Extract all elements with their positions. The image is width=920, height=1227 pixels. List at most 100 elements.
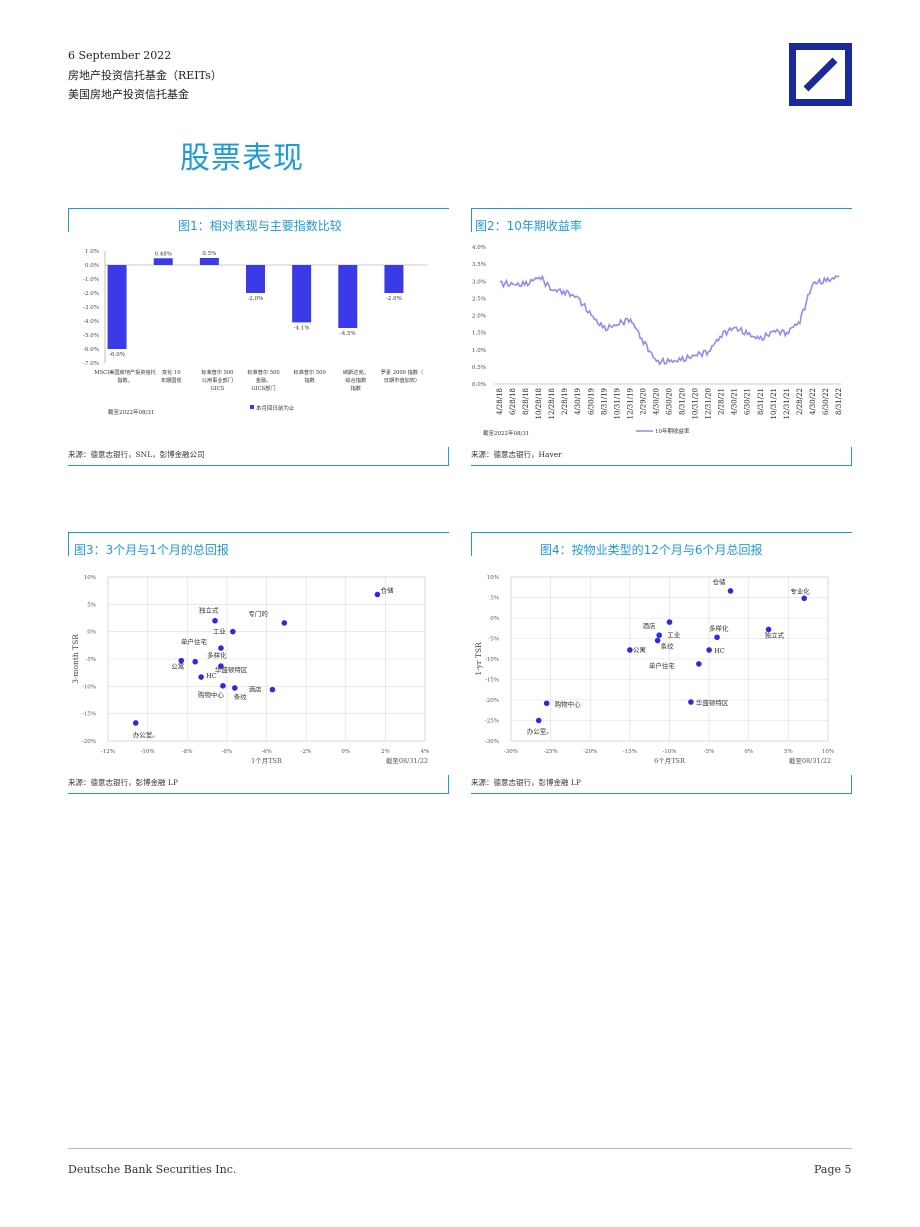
fig2-x-tick: 10/31/21 (770, 388, 778, 419)
fig2-y-tick: 0.0% (472, 382, 486, 388)
fig2-y-tick: 0.5% (472, 365, 486, 371)
fig3-point (218, 645, 224, 651)
fig1-category-label: 日期市值加权） (384, 376, 420, 384)
fig2-x-tick: 6/30/20 (666, 388, 674, 415)
fig2-x-tick: 6/30/19 (587, 388, 595, 415)
fig1-category-label: 金融。 (256, 376, 272, 384)
report-category: 房地产投资信托基金（REITs） (68, 68, 222, 82)
fig1-y-tick: -7.0% (83, 361, 99, 367)
fig3-point (220, 682, 226, 689)
fig4-scatter-chart: -30% -25% -20% -15% -10% -5% 0% 5% 10% 10% 5% 0% -5%… (474, 575, 834, 765)
fig2-x-tick: 4/30/21 (731, 388, 739, 415)
fig1-data-label: 0.48% (154, 251, 171, 257)
fig3-point-label: HC (206, 672, 217, 680)
fig4-y-tick: 0% (490, 616, 499, 622)
fig3-point (218, 663, 224, 669)
fig1-category-label: 纳斯达克。 (343, 368, 369, 376)
fig2-x-tick: 2/28/19 (561, 388, 569, 415)
fig2-x-tick: 6/30/21 (744, 388, 752, 415)
fig2-x-tick: 12/31/19 (626, 388, 634, 419)
fig2-x-tick: 8/31/19 (600, 388, 608, 415)
fig3-y-axis-label: 3-month TSR (71, 634, 80, 684)
fig2-source: 来源：德意志银行，Haver (471, 450, 562, 459)
fig1-bar (153, 258, 173, 265)
fig1-category-label: 指数 (351, 384, 362, 392)
fig1-data-label: -2.0% (248, 296, 264, 302)
fig1-date-note: 截至2022年08/31 (108, 408, 154, 416)
fig3-point (198, 674, 204, 680)
fig3-source: 来源：德意志银行，彭博金融 LP (68, 778, 178, 787)
report-subcategory: 美国房地产投资信托基金 (68, 88, 189, 101)
fig1-category-label: 综合指数 (345, 376, 367, 384)
fig3-point (132, 720, 139, 726)
fig1-category-label: 标准普尔 500 (247, 368, 279, 376)
fig1-category-label: 指数。 (117, 376, 133, 384)
fig3-point-label: 华盛顿特区 (215, 665, 248, 674)
fig2-line-chart: 4.0% 3.5% 3.0% 2.5% 2.0% 1.5% 1.0% 0.5% 0.0% 4/28… (472, 245, 843, 437)
fig1-category-label: GICS部门 (251, 384, 275, 392)
fig2-x-tick: 8/31/21 (757, 388, 765, 415)
fig2-x-tick: 2/29/20 (639, 388, 647, 415)
fig1-bar (384, 265, 404, 293)
fig4-point (801, 595, 808, 602)
fig4-point (688, 699, 694, 705)
fig1-category-label: MSCI美国房地产投资信托 (94, 368, 156, 376)
fig3-y-tick: 10% (84, 575, 96, 581)
deutsche-bank-logo (789, 43, 852, 106)
fig3-point-label: 独立式 (199, 606, 219, 615)
fig4-y-tick: -15% (485, 678, 499, 684)
fig2-x-tick: 12/31/21 (783, 388, 791, 419)
fig4-y-tick: 5% (490, 596, 499, 602)
fig4-x-tick: -25% (544, 749, 558, 755)
fig3-point (178, 657, 185, 664)
fig3-point (192, 658, 198, 665)
fig1-legend-swatch (250, 405, 254, 409)
fig1-bar (292, 265, 312, 323)
fig1-category-label: 指数 (304, 376, 315, 384)
fig3-x-tick: -12% (101, 749, 115, 755)
fig1-category-label: 公用事业部门 (202, 376, 233, 384)
fig2-y-tick: 4.0% (472, 245, 486, 251)
fig3-x-tick: 4% (421, 749, 430, 755)
fig1-bar (246, 265, 265, 293)
fig2-series-line (499, 274, 840, 366)
fig1-category-label: GICS (210, 386, 224, 392)
fig4-point (727, 588, 734, 594)
fig3-point (230, 628, 236, 635)
fig4-x-tick: -15% (623, 749, 637, 755)
fig2-x-tick: 4/30/22 (809, 388, 817, 415)
fig3-point-label: 多样化 (207, 651, 227, 660)
fig4-point (706, 647, 712, 653)
fig4-y-tick: 10% (487, 575, 499, 581)
fig3-point-label: 专门的 (248, 609, 268, 618)
fig1-category-label: 年期国债 (161, 376, 182, 384)
fig1-bar-chart: 1.0% 0.0% -1.0% -2.0% -3.0% -4.0% -5.0% -6.0% -7… (83, 249, 428, 416)
fig3-x-tick: 0% (341, 749, 350, 755)
fig2-x-tick: 8/31/22 (835, 388, 843, 415)
fig3-x-tick: 2% (381, 749, 390, 755)
fig3-point-label: 购物中心 (198, 690, 225, 699)
fig4-y-tick: -10% (485, 657, 499, 663)
fig3-x-tick: -4% (261, 749, 272, 755)
fig3-scatter-chart: -12% -10% -8% -6% -4% -2% 0% 2% 4% 10% 5% 0% -5% -10%… (71, 575, 430, 765)
fig3-point (281, 620, 288, 626)
fig4-x-tick: -10% (662, 749, 676, 755)
fig3-date-note: 截至08/31/22 (386, 756, 428, 765)
fig2-legend-label: 10年期收益率 (655, 427, 690, 435)
report-date: 6 September 2022 (68, 49, 172, 62)
fig1-data-label: -2.0% (386, 296, 402, 302)
fig3-x-tick: -10% (141, 749, 155, 755)
fig4-point (656, 632, 662, 639)
fig3-point-label: 条纹 (234, 692, 248, 701)
fig4-x-tick: 5% (784, 749, 793, 755)
fig3-y-tick: -10% (82, 684, 96, 690)
fig1-legend-label: 本月回日前为止 (256, 404, 295, 412)
fig3-y-tick: -5% (85, 657, 96, 663)
fig1-title: 图1：相对表现与主要指数比较 (178, 219, 342, 233)
fig3-point (232, 685, 238, 691)
fig4-title: 图4：按物业类型的12个月与6个月总回报 (540, 543, 763, 557)
fig1-bar (107, 265, 127, 349)
fig4-point-label: 多样化 (709, 623, 729, 632)
fig2-x-tick: 4/30/19 (574, 388, 582, 415)
fig3-x-tick: -6% (222, 749, 233, 755)
